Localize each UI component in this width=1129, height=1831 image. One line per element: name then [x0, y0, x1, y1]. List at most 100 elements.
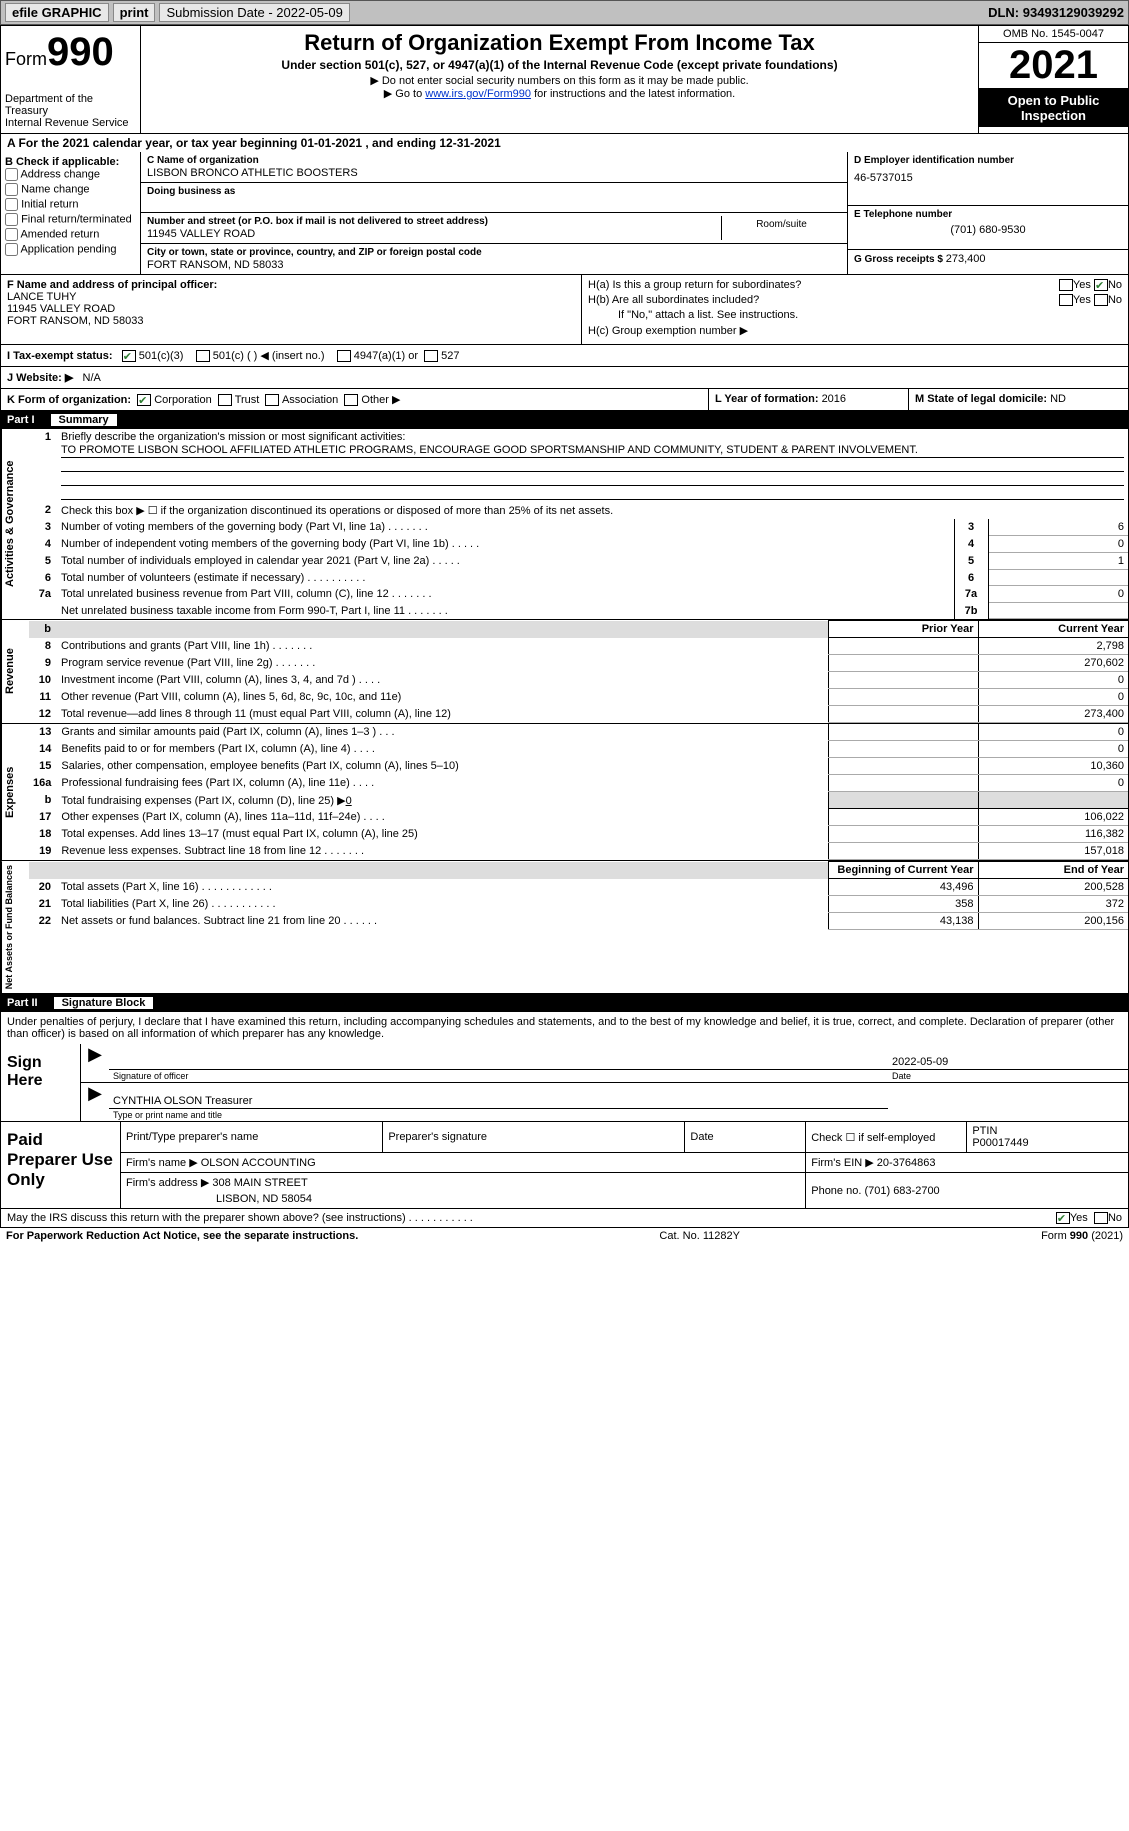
irs-label: Internal Revenue Service: [5, 117, 136, 129]
chk-501c[interactable]: [196, 350, 210, 362]
klm-row: K Form of organization: Corporation Trus…: [0, 389, 1129, 411]
submission-date-value: 2022-05-09: [276, 5, 343, 20]
sign-arrow-icon: ▶: [81, 1083, 109, 1121]
chk-initial-return-label: Initial return: [21, 198, 78, 210]
discuss-row: May the IRS discuss this return with the…: [0, 1209, 1129, 1228]
lbl-527: 527: [441, 350, 459, 362]
summary-revenue: Revenue b Prior Year Current Year 8Contr…: [0, 620, 1129, 724]
goto-note: ▶ Go to www.irs.gov/Form990 for instruct…: [151, 87, 968, 100]
form-subtitle: Under section 501(c), 527, or 4947(a)(1)…: [151, 58, 968, 72]
section-m: M State of legal domicile: ND: [908, 389, 1128, 410]
firm-addr1: 308 MAIN STREET: [212, 1177, 307, 1189]
chk-other[interactable]: [344, 394, 358, 406]
tax-status-label: I Tax-exempt status:: [7, 350, 113, 362]
hb-yes: Yes: [1073, 294, 1091, 306]
print-button[interactable]: print: [113, 3, 156, 22]
chk-amended-return[interactable]: Amended return: [5, 228, 136, 241]
sign-arrow-icon: ▶: [81, 1044, 109, 1082]
org-name-label: C Name of organization: [147, 155, 841, 166]
chk-final-return[interactable]: Final return/terminated: [5, 213, 136, 226]
lbl-other: Other ▶: [361, 394, 400, 406]
part2-num: Part II: [7, 997, 38, 1009]
prior-year-hdr: Prior Year: [828, 621, 978, 638]
form-number: Form990: [5, 30, 136, 75]
chk-final-return-label: Final return/terminated: [21, 213, 132, 225]
ha-yes: Yes: [1073, 279, 1091, 291]
ein-label: D Employer identification number: [854, 155, 1122, 166]
firm-ein: 20-3764863: [877, 1157, 936, 1169]
phone-label: E Telephone number: [854, 209, 1122, 220]
l-label: L Year of formation:: [715, 393, 822, 405]
form-label: Form: [5, 49, 47, 69]
officer-street: 11945 VALLEY ROAD: [7, 303, 575, 315]
firm-name: OLSON ACCOUNTING: [201, 1157, 316, 1169]
part1-title: Summary: [51, 414, 117, 426]
chk-address-change[interactable]: Address change: [5, 168, 136, 181]
tax-year: 2021: [979, 43, 1128, 89]
chk-address-change-label: Address change: [20, 168, 100, 180]
k-label: K Form of organization:: [7, 394, 131, 406]
firm-addr-label: Firm's address ▶: [126, 1177, 212, 1189]
omb-number: OMB No. 1545-0047: [979, 26, 1128, 43]
discuss-no: No: [1108, 1212, 1122, 1224]
lbl-assoc: Association: [282, 394, 338, 406]
chk-application-pending-label: Application pending: [20, 243, 116, 255]
chk-initial-return[interactable]: Initial return: [5, 198, 136, 211]
cat-no: Cat. No. 11282Y: [659, 1230, 740, 1242]
end-year-hdr: End of Year: [978, 862, 1128, 879]
gross-receipts-value: 273,400: [946, 253, 986, 265]
form-footer: Form 990 (2021): [1041, 1230, 1123, 1242]
officer-city: FORT RANSOM, ND 58033: [7, 315, 575, 327]
self-employed-chk: Check ☐ if self-employed: [806, 1122, 967, 1153]
lbl-501c: 501(c) ( ) ◀ (insert no.): [213, 350, 325, 362]
org-name: LISBON BRONCO ATHLETIC BOOSTERS: [147, 167, 841, 179]
chk-trust[interactable]: [218, 394, 232, 406]
phone-value: (701) 680-9530: [854, 224, 1122, 236]
part2-title: Signature Block: [54, 997, 154, 1009]
preparer-date-hdr: Date: [685, 1122, 806, 1153]
submission-date-label: Submission Date -: [166, 5, 276, 20]
chk-name-change-label: Name change: [21, 183, 90, 195]
chk-assoc[interactable]: [265, 394, 279, 406]
officer-signature-label: Signature of officer: [109, 1069, 888, 1082]
sign-date: 2022-05-09: [888, 1044, 1128, 1069]
tax-year-row: A For the 2021 calendar year, or tax yea…: [0, 134, 1129, 152]
chk-amended-return-label: Amended return: [20, 228, 99, 240]
preparer-name-hdr: Print/Type preparer's name: [121, 1122, 383, 1153]
hc-label: H(c) Group exemption number ▶: [588, 324, 1122, 337]
irs-link[interactable]: www.irs.gov/Form990: [425, 88, 531, 100]
chk-501c3[interactable]: [122, 350, 136, 362]
summary-expenses: Expenses 13Grants and similar amounts pa…: [0, 724, 1129, 861]
efile-label: efile GRAPHIC: [5, 3, 109, 22]
discuss-no-chk[interactable]: [1094, 1212, 1108, 1224]
discuss-yes: Yes: [1070, 1212, 1088, 1224]
gross-receipts-label: G Gross receipts $: [854, 254, 946, 265]
paid-preparer-label: Paid Preparer Use Only: [1, 1122, 121, 1208]
lbl-corp: Corporation: [154, 394, 211, 406]
dln: DLN: 93493129039292: [988, 5, 1124, 20]
sign-date-label: Date: [888, 1069, 1128, 1082]
efile-topbar: efile GRAPHIC print Submission Date - 20…: [0, 0, 1129, 25]
paperwork-notice: For Paperwork Reduction Act Notice, see …: [6, 1230, 358, 1242]
chk-application-pending[interactable]: Application pending: [5, 243, 136, 256]
discuss-yes-chk[interactable]: [1056, 1212, 1070, 1224]
m-label: M State of legal domicile:: [915, 393, 1050, 405]
ptin-value: P00017449: [972, 1137, 1028, 1149]
ssn-note: ▶ Do not enter social security numbers o…: [151, 74, 968, 87]
chk-corp[interactable]: [137, 394, 151, 406]
mission-label: Briefly describe the organization's miss…: [61, 431, 405, 443]
firm-name-label: Firm's name ▶: [126, 1157, 201, 1169]
website-row: J Website: ▶ N/A: [0, 367, 1129, 389]
section-k: K Form of organization: Corporation Trus…: [1, 389, 708, 410]
perjury-declare: Under penalties of perjury, I declare th…: [1, 1012, 1128, 1044]
chk-name-change[interactable]: Name change: [5, 183, 136, 196]
hb-label: H(b) Are all subordinates included?: [588, 294, 759, 306]
street-label: Number and street (or P.O. box if mail i…: [147, 216, 721, 227]
begin-year-hdr: Beginning of Current Year: [828, 862, 978, 879]
chk-4947[interactable]: [337, 350, 351, 362]
lbl-501c3: 501(c)(3): [139, 350, 184, 362]
street-value: 11945 VALLEY ROAD: [147, 228, 721, 240]
goto-post: for instructions and the latest informat…: [531, 88, 735, 100]
line-2: Check this box ▶ ☐ if the organization d…: [57, 502, 1128, 519]
chk-527[interactable]: [424, 350, 438, 362]
